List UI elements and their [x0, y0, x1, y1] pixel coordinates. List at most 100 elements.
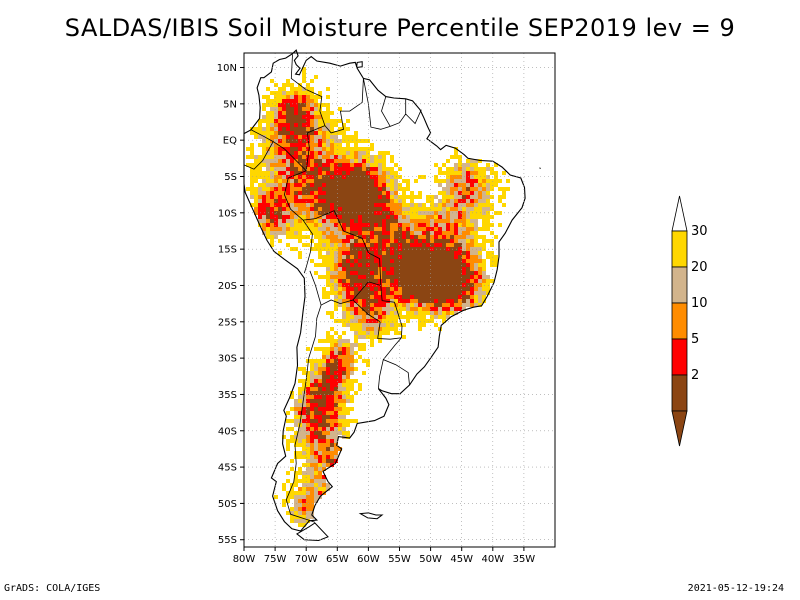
- shading-cell: [370, 339, 374, 343]
- shading-cell: [422, 279, 426, 283]
- shading-cell: [482, 291, 486, 295]
- shading-cell: [274, 167, 278, 171]
- shading-cell: [454, 263, 458, 267]
- shading-cell: [338, 283, 342, 287]
- shading-cell: [470, 239, 474, 243]
- shading-cell: [286, 131, 290, 135]
- shading-cell: [342, 135, 346, 139]
- shading-cell: [362, 255, 366, 259]
- shading-cell: [338, 127, 342, 131]
- shading-cell: [314, 231, 318, 235]
- shading-cell: [418, 195, 422, 199]
- shading-cell: [342, 239, 346, 243]
- shading-cell: [462, 199, 466, 203]
- shading-cell: [302, 419, 306, 423]
- shading-cell: [486, 239, 490, 243]
- shading-cell: [366, 271, 370, 275]
- shading-cell: [398, 235, 402, 239]
- shading-cell: [318, 431, 322, 435]
- shading-cell: [462, 259, 466, 263]
- shading-cell: [490, 239, 494, 243]
- shading-cell: [314, 139, 318, 143]
- shading-cell: [486, 203, 490, 207]
- shading-cell: [310, 467, 314, 471]
- shading-cell: [482, 235, 486, 239]
- shading-cell: [450, 295, 454, 299]
- shading-cell: [478, 283, 482, 287]
- shading-cell: [294, 155, 298, 159]
- shading-cell: [346, 227, 350, 231]
- shading-cell: [326, 207, 330, 211]
- shading-cell: [402, 287, 406, 291]
- shading-cell: [294, 183, 298, 187]
- shading-cell: [266, 175, 270, 179]
- shading-cell: [314, 423, 318, 427]
- shading-cell: [354, 251, 358, 255]
- footer-timestamp: 2021-05-12-19:24: [687, 583, 784, 594]
- shading-cell: [342, 183, 346, 187]
- shading-cell: [354, 343, 358, 347]
- shading-cell: [498, 195, 502, 199]
- shading-cell: [314, 123, 318, 127]
- shading-cell: [358, 279, 362, 283]
- shading-cell: [358, 191, 362, 195]
- shading-cell: [278, 159, 282, 163]
- shading-cell: [350, 203, 354, 207]
- shading-cell: [486, 279, 490, 283]
- shading-cell: [362, 187, 366, 191]
- shading-cell: [326, 439, 330, 443]
- shading-cell: [330, 455, 334, 459]
- shading-cell: [378, 219, 382, 223]
- shading-cell: [438, 223, 442, 227]
- shading-cell: [350, 367, 354, 371]
- shading-cell: [446, 219, 450, 223]
- shading-cell: [446, 215, 450, 219]
- shading-cell: [410, 227, 414, 231]
- shading-cell: [350, 359, 354, 363]
- shading-cell: [466, 243, 470, 247]
- shading-cell: [278, 179, 282, 183]
- shading-cell: [474, 195, 478, 199]
- shading-cell: [310, 439, 314, 443]
- shading-cell: [334, 171, 338, 175]
- shading-cell: [422, 283, 426, 287]
- shading-cell: [442, 227, 446, 231]
- shading-cell: [290, 519, 294, 523]
- shading-cell: [334, 363, 338, 367]
- shading-cell: [258, 183, 262, 187]
- shading-cell: [330, 127, 334, 131]
- shading-cell: [426, 243, 430, 247]
- shading-cell: [386, 299, 390, 303]
- shading-cell: [306, 467, 310, 471]
- shading-cell: [386, 167, 390, 171]
- shading-cell: [318, 187, 322, 191]
- shading-cell: [382, 323, 386, 327]
- shading-cell: [442, 235, 446, 239]
- shading-cell: [378, 279, 382, 283]
- shading-cell: [354, 187, 358, 191]
- shading-cell: [326, 455, 330, 459]
- shading-cell: [314, 163, 318, 167]
- lat-tick-label: 20S: [218, 281, 237, 292]
- shading-cell: [390, 167, 394, 171]
- shading-cell: [306, 83, 310, 87]
- shading-cell: [278, 115, 282, 119]
- shading-cell: [338, 291, 342, 295]
- shading-cell: [318, 419, 322, 423]
- shading-cell: [334, 415, 338, 419]
- shading-cell: [334, 191, 338, 195]
- shading-cell: [386, 231, 390, 235]
- shading-cell: [326, 423, 330, 427]
- shading-cell: [414, 239, 418, 243]
- colorbar-swatch: [671, 374, 688, 412]
- shading-cell: [382, 203, 386, 207]
- shading-cell: [406, 179, 410, 183]
- shading-cell: [414, 315, 418, 319]
- shading-cell: [350, 159, 354, 163]
- shading-cell: [258, 123, 262, 127]
- shading-cell: [306, 439, 310, 443]
- shading-cell: [298, 395, 302, 399]
- shading-cell: [318, 147, 322, 151]
- shading-cell: [446, 171, 450, 175]
- shading-cell: [486, 167, 490, 171]
